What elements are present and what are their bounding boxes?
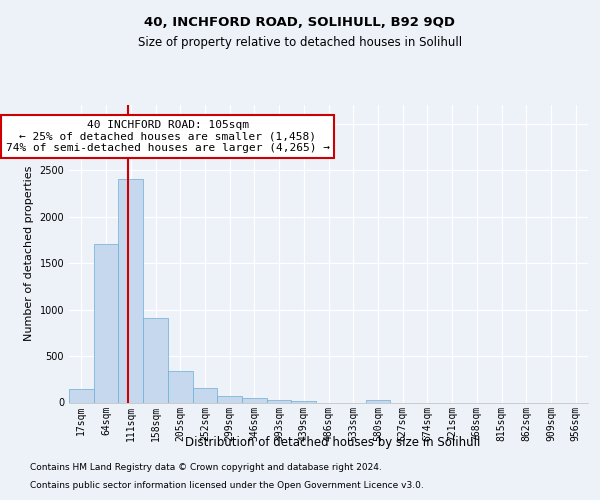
Bar: [292, 400, 316, 402]
Bar: [94, 244, 118, 402]
Bar: [69, 390, 94, 402]
Text: 40, INCHFORD ROAD, SOLIHULL, B92 9QD: 40, INCHFORD ROAD, SOLIHULL, B92 9QD: [145, 16, 455, 29]
Bar: [143, 318, 168, 402]
Bar: [267, 400, 292, 402]
Text: 40 INCHFORD ROAD: 105sqm
← 25% of detached houses are smaller (1,458)
74% of sem: 40 INCHFORD ROAD: 105sqm ← 25% of detach…: [6, 120, 330, 153]
Text: Distribution of detached houses by size in Solihull: Distribution of detached houses by size …: [185, 436, 481, 449]
Bar: [193, 388, 217, 402]
Y-axis label: Number of detached properties: Number of detached properties: [24, 166, 34, 342]
Text: Contains HM Land Registry data © Crown copyright and database right 2024.: Contains HM Land Registry data © Crown c…: [30, 463, 382, 472]
Text: Size of property relative to detached houses in Solihull: Size of property relative to detached ho…: [138, 36, 462, 49]
Bar: [217, 396, 242, 402]
Bar: [118, 180, 143, 402]
Bar: [242, 398, 267, 402]
Text: Contains public sector information licensed under the Open Government Licence v3: Contains public sector information licen…: [30, 480, 424, 490]
Bar: [168, 371, 193, 402]
Bar: [365, 400, 390, 402]
